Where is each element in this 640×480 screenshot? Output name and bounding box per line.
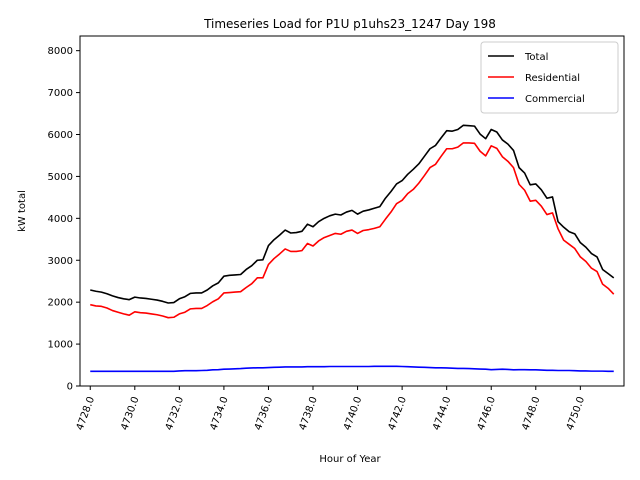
series-line-total: [90, 124, 615, 304]
legend-label-total: Total: [524, 52, 548, 63]
legend-label-commercial: Commercial: [525, 94, 585, 105]
y-tick-label: 4000: [48, 214, 73, 225]
y-tick-label: 6000: [48, 130, 73, 141]
plot-series: [90, 124, 615, 373]
chart-title: Timeseries Load for P1U p1uhs23_1247 Day…: [203, 17, 496, 31]
x-axis-label: Hour of Year: [319, 454, 381, 465]
y-axis-ticks: 0 1000 2000 3000 4000 5000 6000 7000 8000: [48, 46, 80, 393]
legend-label-residential: Residential: [525, 73, 580, 84]
y-tick-label: 8000: [48, 46, 73, 57]
y-tick-label: 5000: [48, 172, 73, 183]
y-tick-label: 7000: [48, 88, 73, 99]
y-axis-label: kW total: [17, 190, 28, 232]
legend: Total Residential Commercial: [480, 41, 619, 114]
y-tick-label: 2000: [48, 298, 73, 309]
series-line-residential: [90, 142, 615, 319]
plot-frame: [79, 35, 625, 387]
legend-box: [480, 41, 619, 114]
series-line-commercial: [90, 365, 614, 373]
y-tick-label: 3000: [48, 256, 73, 267]
y-tick-label: 1000: [48, 340, 73, 351]
y-tick-label: 0: [67, 382, 73, 393]
